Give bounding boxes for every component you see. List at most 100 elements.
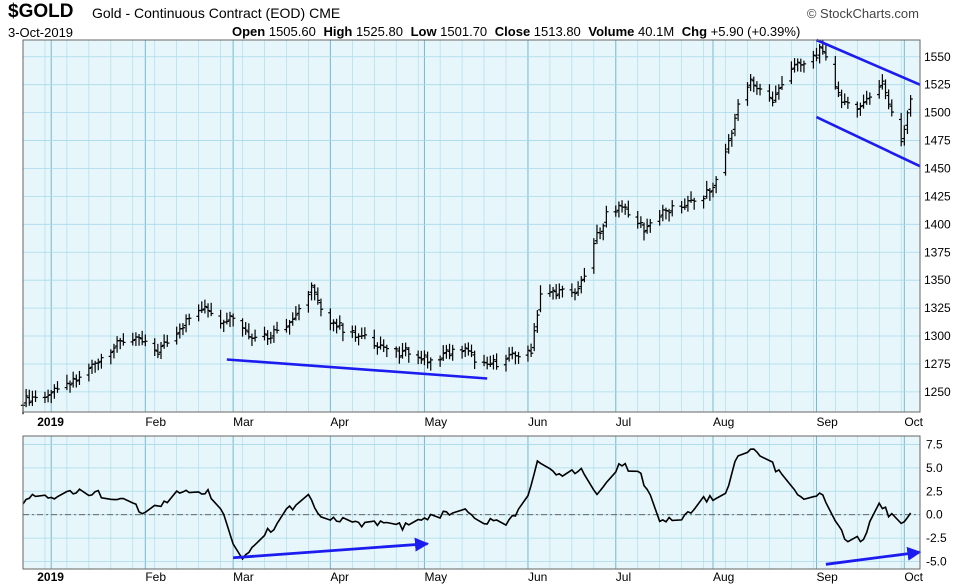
ohlc-bar: [748, 73, 753, 92]
ohlc-bar: [691, 197, 697, 210]
ohlc-bar: [528, 343, 534, 357]
ohlc-bar: [45, 389, 51, 403]
ohlc-bar: [898, 112, 904, 147]
ohlc-bar: [811, 50, 816, 69]
y-tick-label: -2.5: [926, 531, 947, 545]
ohlc-bar: [877, 79, 882, 99]
y-tick-label: 1325: [924, 301, 951, 315]
indicator-panel: [23, 436, 920, 569]
ohlc-bar: [836, 81, 841, 98]
ohlc-bar: [350, 325, 355, 338]
y-tick-label: 1425: [924, 189, 951, 203]
ohlc-bar: [447, 343, 452, 360]
y-tick-label: 1250: [924, 385, 951, 399]
ohlc-bar: [575, 281, 581, 296]
y-tick-label: 0.0: [926, 508, 943, 522]
ohlc-bar: [99, 353, 104, 369]
chart-symbol: $GOLD: [8, 1, 74, 22]
ohlc-bar: [152, 338, 157, 356]
ohlc-bar: [27, 389, 32, 406]
ohlc-bar: [312, 284, 317, 301]
ohlc-bar: [510, 346, 515, 360]
ohlc-bar: [908, 95, 913, 117]
x-tick-label: Jul: [616, 415, 631, 429]
x-tick-label: Aug: [713, 415, 734, 429]
ohlc-bar: [532, 323, 537, 352]
ohlc-bar: [657, 209, 662, 226]
ohlc-bar: [450, 344, 455, 361]
ohlc-bar: [814, 47, 819, 62]
ohlc-bar: [767, 84, 772, 102]
x-tick-label: Apr: [330, 415, 349, 429]
price-trendline: [226, 358, 488, 380]
stat-value-high: 1525.80: [355, 24, 407, 39]
ohlc-bar: [55, 381, 60, 393]
ohlc-bar: [384, 344, 390, 358]
ohlc-bar: [33, 390, 38, 402]
ohlc-bar: [130, 332, 135, 346]
x-tick-label: Mar: [233, 570, 254, 584]
ohlc-bar: [174, 326, 179, 345]
ohlc-bar: [136, 334, 142, 346]
ohlc-bar: [779, 76, 785, 90]
ohlc-bar: [710, 182, 716, 198]
stat-value-open: 1505.60: [268, 24, 320, 39]
y-tick-label: 1350: [924, 273, 951, 287]
stat-value-close: 1513.80: [533, 24, 585, 39]
ohlc-bar: [622, 203, 628, 215]
ohlc-bar: [268, 331, 273, 344]
ohlc-bar: [158, 341, 164, 359]
y-tick-label: 1450: [924, 161, 951, 175]
ohlc-bar: [362, 327, 368, 340]
ohlc-bar: [425, 351, 430, 369]
ohlc-bar: [469, 344, 474, 358]
ohlc-bar: [306, 290, 311, 313]
x-tick-label: Oct: [904, 570, 923, 584]
ohlc-bar: [626, 200, 631, 218]
ohlc-bar: [713, 176, 719, 194]
ohlc-bar: [315, 287, 321, 305]
ohlc-bar: [262, 326, 267, 341]
ohlc-bar: [287, 320, 292, 335]
ohlc-bar: [290, 312, 295, 326]
indicator-panel-border: [22, 435, 921, 570]
ohlc-bar: [745, 82, 750, 106]
x-tick-label: Aug: [713, 570, 734, 584]
divergence-arrow: [233, 537, 429, 560]
ohlc-bar: [553, 284, 559, 300]
ohlc-bar: [591, 238, 597, 274]
ohlc-bar: [77, 370, 82, 385]
ohlc-bar: [444, 344, 449, 359]
stat-label-open: Open: [232, 24, 269, 39]
price-trendline: [815, 38, 921, 86]
ohlc-bar: [86, 363, 92, 382]
ohlc-bar: [96, 358, 101, 371]
x-tick-label: Jun: [528, 415, 547, 429]
ohlc-bar: [823, 45, 829, 61]
ohlc-bar: [773, 85, 778, 103]
ohlc-bar: [789, 61, 794, 85]
y-tick-label: 1400: [924, 217, 951, 231]
ohlc-bar: [572, 288, 578, 301]
ohlc-bar: [550, 286, 556, 300]
ohlc-bar: [331, 319, 336, 332]
ohlc-bar: [682, 198, 687, 210]
stat-label-low: Low: [410, 24, 441, 39]
price-panel-border: [22, 39, 921, 413]
ohlc-bar: [49, 390, 54, 404]
ohlc-bar: [208, 302, 214, 317]
ohlc-bar: [638, 216, 644, 229]
ohlc-bar: [516, 351, 521, 364]
y-tick-label: 1550: [924, 50, 951, 64]
ohlc-bar: [74, 374, 79, 388]
x-tick-label: Mar: [233, 415, 254, 429]
ohlc-bar: [143, 334, 148, 347]
y-tick-label: 1500: [924, 106, 951, 120]
ohlc-bar: [274, 321, 280, 334]
ohlc-bar: [108, 349, 114, 365]
ohlc-bar: [525, 345, 531, 362]
ohlc-bar: [293, 306, 299, 321]
ohlc-bar: [861, 94, 866, 109]
ohlc-bar: [230, 313, 236, 327]
